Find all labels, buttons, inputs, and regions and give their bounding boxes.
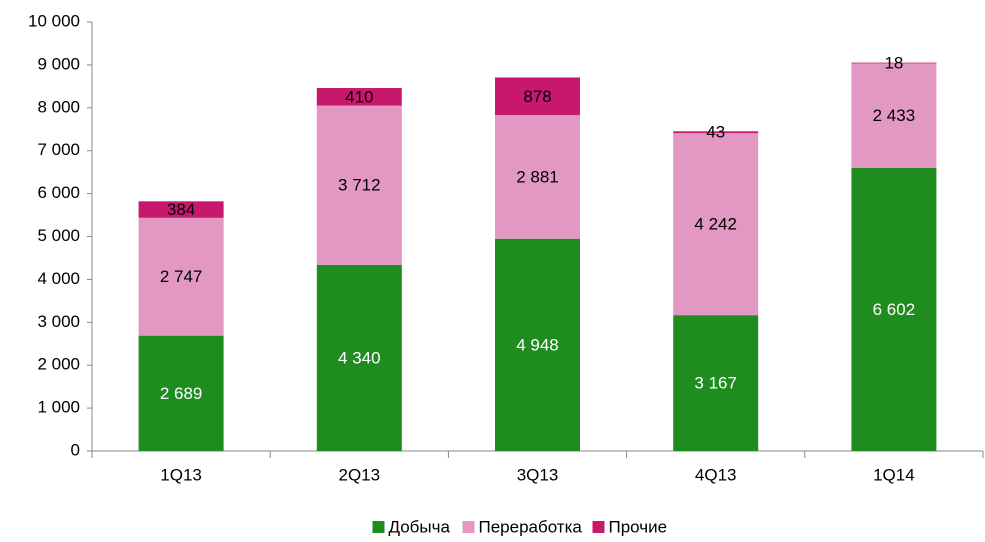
- bar-segment: [495, 238, 580, 451]
- bar-segment: [851, 167, 937, 451]
- x-tick-label: 4Q13: [695, 465, 737, 484]
- data-label: 2 433: [873, 106, 916, 125]
- bar-segment: [851, 62, 937, 64]
- legend-swatch: [372, 521, 385, 533]
- bar-segment: [673, 133, 759, 316]
- data-label: 18: [884, 53, 903, 72]
- bar-segment: [673, 315, 759, 451]
- y-tick-label: 3 000: [37, 312, 80, 331]
- y-tick-label: 0: [71, 440, 80, 459]
- data-label: 4 242: [694, 215, 737, 234]
- data-label: 43: [706, 123, 725, 142]
- y-tick-label: 2 000: [37, 355, 80, 374]
- data-label: 2 689: [160, 384, 203, 403]
- bar-segment: [138, 335, 224, 451]
- y-tick-label: 1 000: [37, 398, 80, 417]
- legend-label: Прочие: [609, 517, 668, 536]
- y-tick-label: 5 000: [37, 226, 80, 245]
- x-tick-label: 1Q13: [160, 465, 202, 484]
- legend-swatch: [592, 521, 605, 533]
- bar-segment: [138, 201, 224, 218]
- bar-segment: [316, 264, 402, 451]
- bar-segment: [316, 87, 402, 106]
- data-label: 4 340: [338, 348, 381, 367]
- bar-segment: [851, 63, 937, 168]
- y-tick-label: 9 000: [37, 54, 80, 73]
- data-label: 6 602: [873, 300, 916, 319]
- y-tick-label: 7 000: [37, 140, 80, 159]
- data-label: 878: [523, 87, 551, 106]
- data-label: 384: [167, 200, 195, 219]
- bar-segment: [495, 77, 580, 116]
- y-tick-label: 10 000: [28, 11, 80, 30]
- data-label: 410: [345, 87, 373, 106]
- data-label: 3 712: [338, 176, 381, 195]
- bar-segment: [316, 105, 402, 265]
- x-tick-label: 3Q13: [517, 465, 559, 484]
- y-tick-label: 8 000: [37, 97, 80, 116]
- bar-segment: [138, 217, 224, 336]
- x-tick-label: 1Q14: [873, 465, 915, 484]
- legend-label: Добыча: [389, 517, 451, 536]
- legend-label: Переработка: [479, 517, 583, 536]
- x-tick-label: 2Q13: [339, 465, 381, 484]
- data-label: 2 747: [160, 267, 203, 286]
- data-label: 2 881: [516, 167, 559, 186]
- bar-segment: [495, 115, 580, 239]
- legend-swatch: [462, 521, 475, 533]
- data-label: 3 167: [694, 374, 737, 393]
- y-tick-label: 6 000: [37, 183, 80, 202]
- y-tick-label: 4 000: [37, 269, 80, 288]
- data-label: 4 948: [516, 335, 559, 354]
- bar-segment: [673, 131, 759, 134]
